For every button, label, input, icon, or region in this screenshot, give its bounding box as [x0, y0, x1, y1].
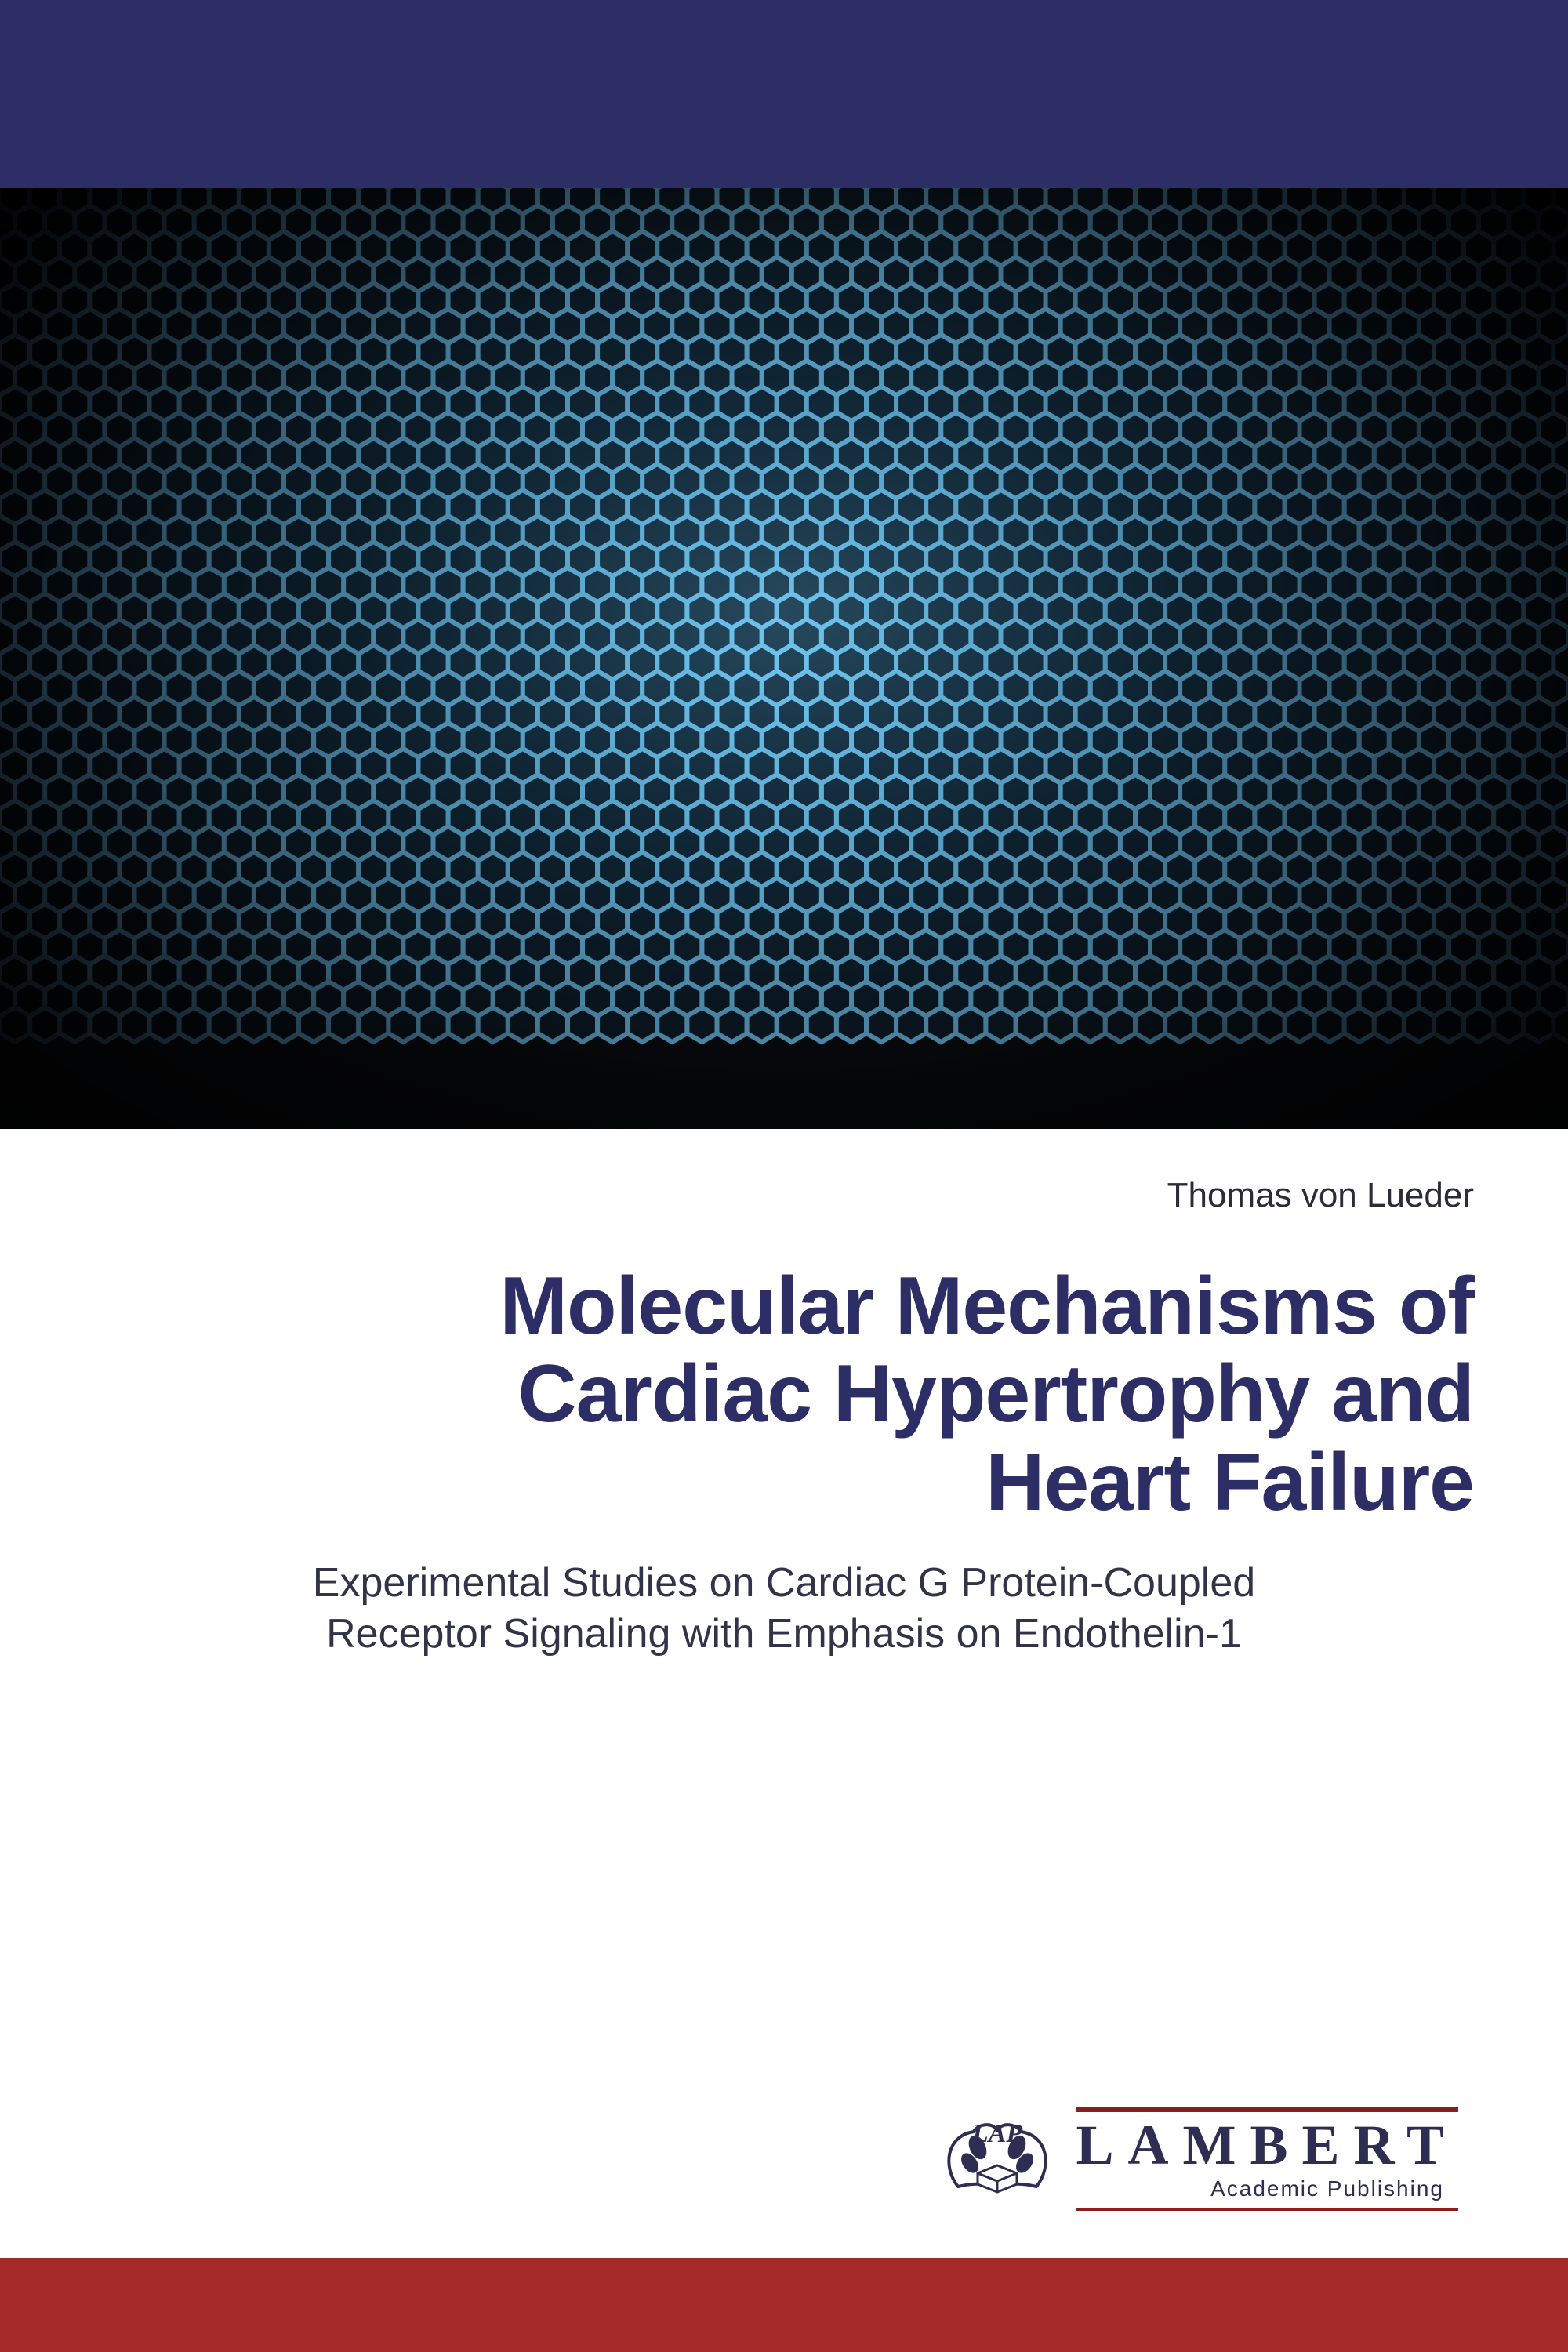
top-color-band [0, 0, 1568, 188]
publisher-name: LAMBERT [1076, 2117, 1458, 2173]
bottom-color-band [0, 2258, 1568, 2352]
content-area: Thomas von Lueder Molecular Mechanisms o… [0, 1129, 1568, 2258]
book-title: Molecular Mechanisms ofCardiac Hypertrop… [94, 1262, 1474, 1526]
hex-grid-graphic [0, 188, 1568, 1129]
author-name: Thomas von Lueder [94, 1176, 1474, 1215]
logo-top-rule [1076, 2107, 1458, 2112]
lambert-wordmark: LAMBERT Academic Publishing [1076, 2107, 1458, 2211]
book-cover: Thomas von Lueder Molecular Mechanisms o… [0, 0, 1568, 2352]
publisher-tagline: Academic Publishing [1076, 2176, 1458, 2201]
publisher-logo: LAP LAMBERT Academic Publishing [935, 2107, 1458, 2211]
hex-pattern-band [0, 188, 1568, 1129]
publisher-logo-row: LAP LAMBERT Academic Publishing [94, 2107, 1474, 2211]
book-subtitle: Experimental Studies on Cardiac G Protei… [94, 1558, 1474, 1660]
lap-badge-text: LAP [971, 2119, 1022, 2148]
lap-badge-icon: LAP [935, 2112, 1060, 2206]
flex-spacer [94, 1660, 1474, 2107]
logo-bottom-rule [1076, 2208, 1458, 2211]
